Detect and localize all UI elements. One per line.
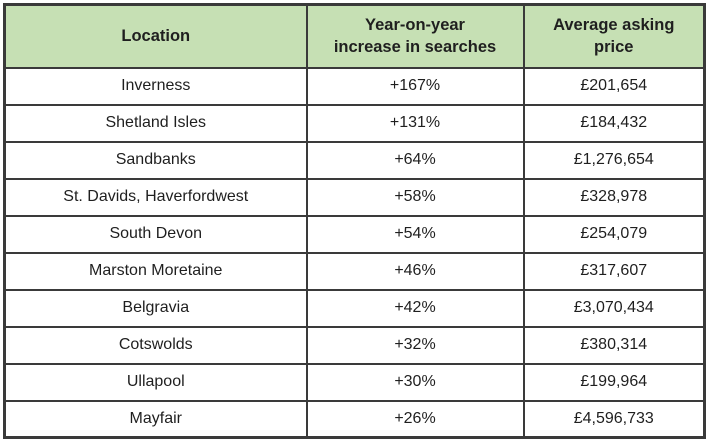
cell-yoy-increase: +64% bbox=[305, 140, 525, 180]
cell-location: Shetland Isles bbox=[3, 103, 308, 143]
cell-average-asking-price: £317,607 bbox=[522, 251, 706, 291]
cell-average-asking-price: £254,079 bbox=[522, 214, 706, 254]
cell-location: Cotswolds bbox=[3, 325, 308, 365]
table-row: Mayfair +26% £4,596,733 bbox=[3, 399, 706, 439]
cell-location: Mayfair bbox=[3, 399, 308, 439]
cell-yoy-increase: +42% bbox=[305, 288, 525, 328]
table-row: Ullapool +30% £199,964 bbox=[3, 362, 706, 402]
location-search-price-table: Location Year-on-year increase in search… bbox=[3, 3, 706, 439]
table-row: St. Davids, Haverfordwest +58% £328,978 bbox=[3, 177, 706, 217]
cell-average-asking-price: £328,978 bbox=[522, 177, 706, 217]
cell-yoy-increase: +131% bbox=[305, 103, 525, 143]
cell-average-asking-price: £184,432 bbox=[522, 103, 706, 143]
cell-yoy-increase: +30% bbox=[305, 362, 525, 402]
cell-yoy-increase: +26% bbox=[305, 399, 525, 439]
cell-location: Ullapool bbox=[3, 362, 308, 402]
cell-average-asking-price: £199,964 bbox=[522, 362, 706, 402]
cell-average-asking-price: £3,070,434 bbox=[522, 288, 706, 328]
header-location: Location bbox=[3, 3, 308, 69]
header-average-asking-price: Average asking price bbox=[522, 3, 706, 69]
header-row: Location Year-on-year increase in search… bbox=[3, 3, 706, 69]
cell-yoy-increase: +54% bbox=[305, 214, 525, 254]
cell-location: Inverness bbox=[3, 66, 308, 106]
table-row: Belgravia +42% £3,070,434 bbox=[3, 288, 706, 328]
cell-yoy-increase: +32% bbox=[305, 325, 525, 365]
cell-yoy-increase: +46% bbox=[305, 251, 525, 291]
cell-location: Belgravia bbox=[3, 288, 308, 328]
table-row: Shetland Isles +131% £184,432 bbox=[3, 103, 706, 143]
table-body: Inverness +167% £201,654 Shetland Isles … bbox=[3, 66, 706, 439]
table-row: South Devon +54% £254,079 bbox=[3, 214, 706, 254]
table-header: Location Year-on-year increase in search… bbox=[3, 3, 706, 69]
header-yoy-increase: Year-on-year increase in searches bbox=[305, 3, 525, 69]
cell-location: Marston Moretaine bbox=[3, 251, 308, 291]
cell-average-asking-price: £1,276,654 bbox=[522, 140, 706, 180]
cell-location: Sandbanks bbox=[3, 140, 308, 180]
cell-average-asking-price: £201,654 bbox=[522, 66, 706, 106]
table-row: Inverness +167% £201,654 bbox=[3, 66, 706, 106]
table-row: Sandbanks +64% £1,276,654 bbox=[3, 140, 706, 180]
cell-yoy-increase: +167% bbox=[305, 66, 525, 106]
cell-average-asking-price: £380,314 bbox=[522, 325, 706, 365]
cell-location: South Devon bbox=[3, 214, 308, 254]
cell-location: St. Davids, Haverfordwest bbox=[3, 177, 308, 217]
cell-average-asking-price: £4,596,733 bbox=[522, 399, 706, 439]
table-row: Cotswolds +32% £380,314 bbox=[3, 325, 706, 365]
table-row: Marston Moretaine +46% £317,607 bbox=[3, 251, 706, 291]
cell-yoy-increase: +58% bbox=[305, 177, 525, 217]
